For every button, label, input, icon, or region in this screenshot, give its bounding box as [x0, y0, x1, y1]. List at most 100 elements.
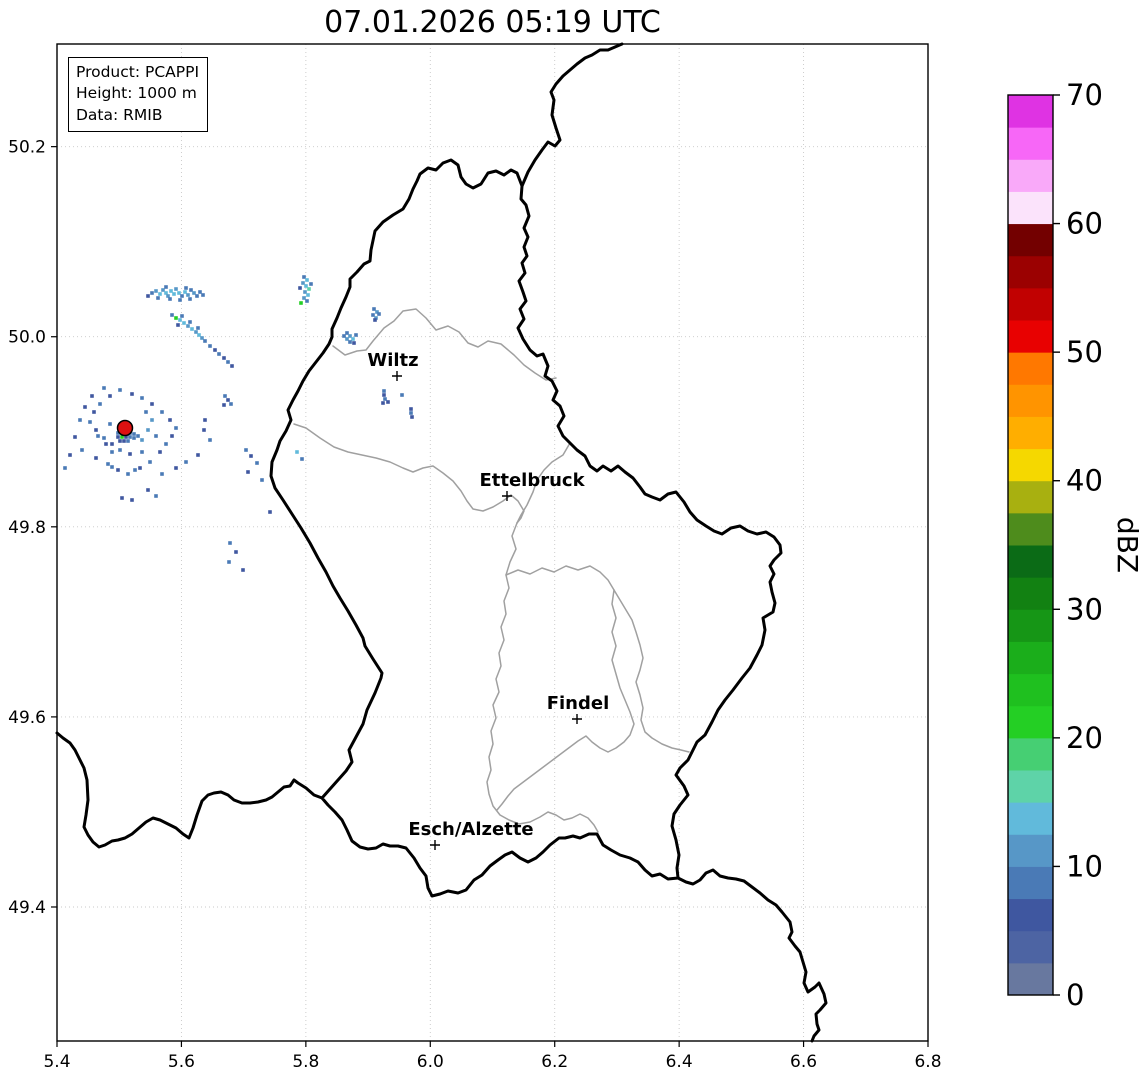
y-tick-label: 49.8	[8, 518, 46, 538]
echo-cell	[184, 460, 188, 464]
echo-cell	[68, 453, 72, 457]
colorbar-band	[1008, 609, 1053, 642]
echo-cell	[200, 336, 204, 340]
city-marker	[502, 491, 512, 501]
echo-cell	[148, 460, 152, 464]
colorbar-band	[1008, 673, 1053, 707]
echo-cell	[90, 394, 94, 398]
echo-cell	[354, 333, 358, 337]
echo-cell	[158, 450, 162, 454]
echo-cell	[161, 288, 165, 292]
echo-cell	[158, 292, 162, 296]
echo-cell	[122, 439, 126, 443]
echo-cell	[120, 496, 124, 500]
echo-cell	[186, 324, 190, 328]
gridlines	[56, 44, 929, 1041]
echo-cell	[150, 418, 154, 422]
echo-cell	[102, 386, 106, 390]
echo-cell	[234, 550, 238, 554]
echo-cell	[409, 411, 413, 415]
luxembourg-outline	[269, 158, 783, 898]
echo-cell	[156, 296, 160, 300]
echo-cell	[227, 560, 231, 564]
colorbar-band	[1008, 802, 1053, 835]
echo-cell	[400, 393, 404, 397]
y-tick-label: 50.0	[8, 328, 46, 348]
echo-cell	[268, 510, 272, 514]
echo-cell	[188, 320, 192, 324]
echo-cell	[140, 438, 144, 442]
echo-cell	[298, 286, 302, 290]
echo-cell	[160, 472, 164, 476]
y-tick-label: 49.4	[8, 898, 46, 918]
colorbar-band	[1008, 770, 1053, 803]
echo-cell	[174, 316, 178, 320]
echo-cell	[307, 287, 311, 291]
echo-cell	[146, 294, 150, 298]
x-tick-label: 5.8	[292, 1052, 319, 1072]
echo-cell	[196, 326, 200, 330]
echo-cell	[230, 364, 234, 368]
echo-cell	[180, 294, 184, 298]
colorbar-band	[1008, 930, 1053, 964]
neighbor-border-line	[676, 868, 828, 1043]
echo-cell	[306, 293, 310, 297]
colorbar-tick-label: 30	[1066, 592, 1103, 626]
cities: Wiltz Ettelbruck Findel Esch/Alzette	[367, 350, 609, 850]
colorbar-band	[1008, 191, 1053, 225]
echo-cell	[108, 422, 112, 426]
district-border-line	[293, 423, 525, 524]
echo-cell	[186, 293, 190, 297]
echo-cell	[118, 439, 122, 443]
x-tick-label: 5.4	[43, 1052, 70, 1072]
x-tick-label: 6.6	[790, 1052, 817, 1072]
echo-cell	[381, 401, 385, 405]
echo-cell	[228, 541, 232, 545]
echo-cell	[244, 448, 248, 452]
echo-cell	[180, 314, 184, 318]
echo-cell	[146, 428, 150, 432]
echo-cell	[104, 442, 108, 446]
colorbar-band	[1008, 512, 1053, 546]
echo-cell	[154, 289, 158, 293]
colorbar-band	[1008, 159, 1053, 192]
echo-cell	[126, 472, 130, 476]
echo-cell	[78, 418, 82, 422]
colorbar-band	[1008, 255, 1053, 289]
colorbar-band	[1008, 577, 1053, 610]
echo-cell	[166, 294, 170, 298]
echo-cell	[377, 312, 381, 316]
echo-cell	[170, 313, 174, 317]
echo-cell	[182, 321, 186, 325]
echo-cell	[197, 333, 201, 337]
colorbar-band	[1008, 737, 1053, 771]
echo-cell	[348, 334, 352, 338]
district-border-line	[496, 589, 635, 811]
echo-cell	[299, 301, 303, 305]
echo-cell	[138, 466, 142, 470]
colorbar-band	[1008, 320, 1053, 353]
city-label: Findel	[547, 693, 610, 714]
country-borders	[55, 42, 828, 1043]
echo-cell	[133, 468, 137, 472]
echo-cell	[172, 292, 176, 296]
info-product: Product: PCAPPI	[76, 63, 200, 81]
echo-cell	[241, 568, 245, 572]
echo-cell	[154, 434, 158, 438]
colorbar-band	[1008, 480, 1053, 514]
echo-cell	[203, 339, 207, 343]
city-marker	[572, 714, 582, 724]
echo-cell	[373, 318, 377, 322]
city-marker	[430, 840, 440, 850]
district-border-line	[486, 522, 599, 833]
echo-cell	[130, 498, 134, 502]
colorbar-band	[1008, 834, 1053, 867]
district-borders	[293, 308, 690, 833]
echo-cell	[375, 310, 379, 314]
echo-cell	[295, 450, 299, 454]
colorbar-band	[1008, 641, 1053, 675]
echo-cell	[189, 288, 193, 292]
colorbar-tick-label: 60	[1066, 207, 1103, 241]
